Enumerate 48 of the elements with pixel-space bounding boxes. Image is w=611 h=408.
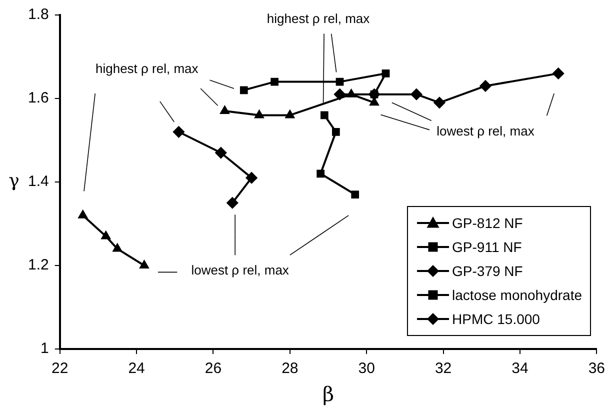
y-axis-title: γ [8, 170, 20, 192]
annotation: lowest ρ rel, max [191, 262, 290, 278]
point [285, 110, 295, 118]
x-tick-label: 26 [204, 360, 222, 378]
legend-label: HPMC 15.000 [452, 311, 540, 327]
point [382, 70, 390, 78]
point [112, 244, 122, 252]
legend-label: GP-812 NF [452, 215, 523, 231]
point [226, 197, 238, 209]
x-tick-label: 24 [128, 360, 145, 378]
legend-label: GP-911 NF [452, 239, 522, 255]
point [346, 89, 356, 98]
point [270, 78, 279, 86]
legend-label: GP-379 NF [452, 263, 523, 279]
x-tick-label: 34 [512, 360, 528, 378]
legend-label: lactose monohydrate [452, 287, 582, 303]
point [220, 106, 230, 114]
point [320, 111, 328, 120]
point [246, 172, 258, 184]
point [140, 260, 149, 268]
x-tick-label: 30 [358, 360, 375, 378]
annotation: lowest ρ rel, max [436, 123, 535, 138]
y-tick-label: 1.8 [28, 6, 49, 24]
point [215, 147, 227, 159]
y-tick-label: 1.4 [28, 173, 49, 190]
point [254, 110, 264, 118]
x-axis-title: β [322, 382, 334, 406]
point [240, 86, 248, 94]
point [351, 190, 360, 198]
x-tick-label: 22 [52, 360, 68, 378]
y-tick-label: 1.2 [28, 256, 49, 274]
point [332, 128, 340, 136]
annotation: highest ρ rel, max [266, 10, 370, 26]
point [336, 78, 344, 86]
point [316, 170, 325, 178]
annotation: highest ρ rel, max [96, 60, 199, 76]
y-tick-label: 1 [40, 340, 49, 358]
x-tick-label: 32 [434, 360, 452, 378]
point [410, 88, 422, 100]
x-tick-label: 28 [282, 360, 298, 378]
x-tick-label: 36 [588, 360, 605, 378]
point [172, 126, 184, 138]
point [78, 210, 88, 218]
point [480, 80, 492, 92]
point [552, 68, 564, 80]
point [434, 96, 446, 108]
y-tick-label: 1.6 [28, 90, 49, 107]
point [101, 231, 111, 240]
